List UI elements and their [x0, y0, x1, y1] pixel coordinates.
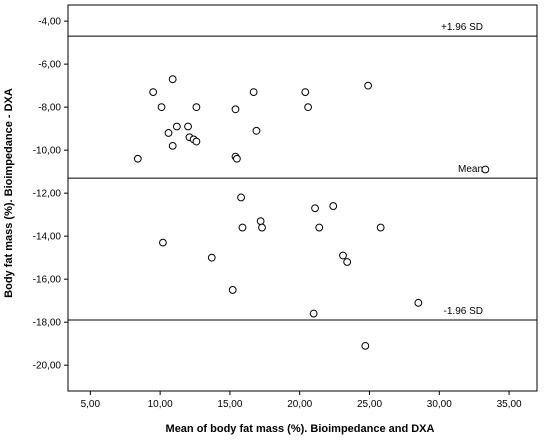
y-tick-label: -6,00 [38, 60, 61, 71]
data-point [343, 258, 352, 266]
x-tick-label: 25,00 [357, 399, 382, 410]
x-tick-label: 20,00 [287, 399, 312, 410]
data-point [192, 137, 201, 146]
data-point [329, 202, 338, 210]
plot-frame [67, 4, 538, 392]
data-point [184, 122, 192, 131]
data-point [361, 341, 370, 350]
data-point [149, 88, 158, 96]
x-tick-label: 35,00 [497, 399, 522, 410]
x-tick-label: 15,00 [217, 399, 242, 410]
data-point [192, 103, 201, 112]
data-point [309, 309, 318, 318]
data-point [376, 223, 385, 232]
data-point [339, 251, 347, 260]
data-point [315, 223, 324, 232]
x-tick-label: 5,00 [81, 399, 101, 410]
data-point [157, 103, 166, 112]
data-point [133, 154, 142, 163]
y-tick-label: -8,00 [38, 103, 61, 114]
data-point [238, 223, 247, 232]
data-point [301, 88, 310, 96]
data-point [168, 141, 177, 150]
y-tick-label: -18,00 [33, 318, 62, 329]
data-point [414, 298, 423, 307]
data-point [311, 204, 319, 213]
data-point [232, 154, 241, 163]
data-point [304, 103, 312, 112]
x-axis: 5,00 10,00 15,00 20,00 25,00 30,00 35,00 [81, 391, 522, 410]
data-point [364, 81, 373, 90]
data-point [252, 126, 261, 135]
data-point [159, 238, 167, 247]
y-tick-label: -10,00 [33, 146, 62, 157]
y-tick-label: -12,00 [33, 189, 62, 200]
reference-line-label: Mean [458, 164, 483, 175]
data-point [481, 165, 490, 174]
data-point [168, 75, 177, 84]
y-axis: -4,00 -6,00 -8,00 -10,00 -12,00 -14,00 -16,00 -… [33, 17, 68, 372]
x-axis-title: Mean of body fat mass (%). Bioimpedance … [166, 423, 435, 435]
y-axis-title: Body fat mass (%). Bioimpedance - DXA [3, 88, 15, 298]
data-point [231, 105, 240, 114]
data-point [249, 88, 258, 96]
reference-lines: +1.96 SD Mean -1.96 SD [68, 22, 537, 321]
reference-line-label: -1.96 SD [444, 306, 483, 317]
data-point [164, 129, 173, 137]
data-points [133, 75, 490, 350]
y-tick-label: -4,00 [38, 17, 61, 28]
y-tick-label: -16,00 [33, 275, 62, 286]
reference-line-label: +1.96 SD [441, 22, 483, 33]
y-tick-label: -14,00 [33, 232, 62, 243]
x-tick-label: 30,00 [427, 399, 452, 410]
data-point [258, 223, 266, 232]
x-tick-label: 10,00 [148, 399, 173, 410]
data-point [237, 193, 245, 202]
data-point [207, 253, 216, 262]
data-point [256, 217, 265, 226]
data-point [228, 286, 237, 294]
y-tick-label: -20,00 [33, 361, 62, 372]
data-point [172, 122, 181, 131]
